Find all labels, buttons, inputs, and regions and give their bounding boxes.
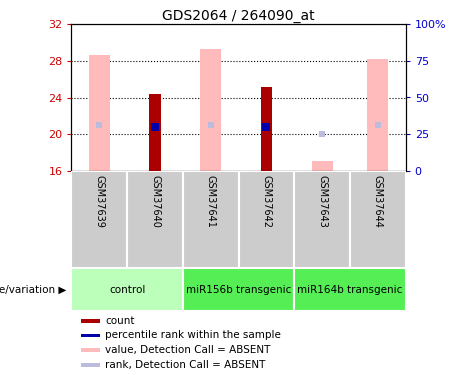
Bar — [350, 171, 406, 268]
Bar — [238, 171, 294, 268]
Bar — [82, 334, 100, 337]
Bar — [71, 171, 127, 268]
Text: GSM37639: GSM37639 — [95, 176, 104, 228]
Bar — [71, 268, 183, 311]
Bar — [200, 49, 221, 171]
Point — [95, 122, 103, 128]
Point — [319, 131, 326, 137]
Text: GSM37640: GSM37640 — [150, 176, 160, 228]
Point — [374, 122, 382, 128]
Bar — [261, 87, 272, 171]
Text: miR156b transgenic: miR156b transgenic — [186, 285, 291, 295]
Text: genotype/variation ▶: genotype/variation ▶ — [0, 285, 67, 295]
Title: GDS2064 / 264090_at: GDS2064 / 264090_at — [162, 9, 315, 23]
Bar — [82, 363, 100, 366]
Bar — [82, 348, 100, 352]
Point — [207, 122, 214, 128]
Bar — [367, 59, 389, 171]
Text: GSM37643: GSM37643 — [317, 176, 327, 228]
Bar — [294, 268, 406, 311]
Text: count: count — [105, 316, 134, 326]
Text: GSM37642: GSM37642 — [261, 176, 272, 228]
Bar — [127, 171, 183, 268]
Bar — [82, 319, 100, 322]
Text: control: control — [109, 285, 145, 295]
Bar — [294, 171, 350, 268]
Point — [263, 124, 270, 130]
Bar — [149, 94, 160, 171]
Text: GSM37644: GSM37644 — [373, 176, 383, 228]
Text: value, Detection Call = ABSENT: value, Detection Call = ABSENT — [105, 345, 270, 355]
Text: rank, Detection Call = ABSENT: rank, Detection Call = ABSENT — [105, 360, 265, 370]
Bar — [183, 171, 238, 268]
Bar — [183, 268, 294, 311]
Bar — [89, 56, 110, 171]
Text: percentile rank within the sample: percentile rank within the sample — [105, 330, 281, 340]
Text: miR164b transgenic: miR164b transgenic — [297, 285, 402, 295]
Bar — [312, 162, 333, 171]
Text: GSM37641: GSM37641 — [206, 176, 216, 228]
Point — [151, 124, 159, 130]
